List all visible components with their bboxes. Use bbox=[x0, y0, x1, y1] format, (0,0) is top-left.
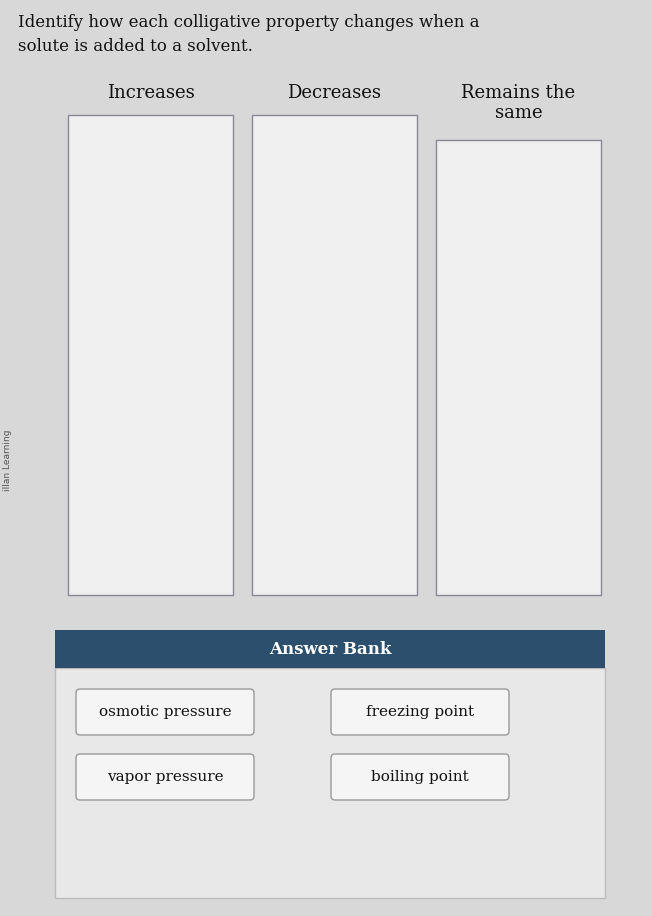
Text: Increases: Increases bbox=[107, 84, 194, 102]
Bar bbox=[55, 630, 605, 668]
Text: solute is added to a solvent.: solute is added to a solvent. bbox=[18, 38, 253, 55]
FancyBboxPatch shape bbox=[331, 689, 509, 735]
FancyBboxPatch shape bbox=[436, 140, 601, 595]
Text: Decreases: Decreases bbox=[288, 84, 381, 102]
Text: Answer Bank: Answer Bank bbox=[269, 640, 391, 658]
FancyBboxPatch shape bbox=[76, 689, 254, 735]
Text: Identify how each colligative property changes when a: Identify how each colligative property c… bbox=[18, 14, 479, 31]
Text: same: same bbox=[495, 104, 542, 122]
Text: vapor pressure: vapor pressure bbox=[107, 770, 224, 784]
Text: illan Learning: illan Learning bbox=[3, 430, 12, 491]
FancyBboxPatch shape bbox=[252, 115, 417, 595]
Text: Remains the: Remains the bbox=[462, 84, 576, 102]
Text: freezing point: freezing point bbox=[366, 705, 474, 719]
FancyBboxPatch shape bbox=[331, 754, 509, 800]
FancyBboxPatch shape bbox=[68, 115, 233, 595]
Bar bbox=[55, 668, 605, 898]
FancyBboxPatch shape bbox=[76, 754, 254, 800]
Text: osmotic pressure: osmotic pressure bbox=[98, 705, 231, 719]
Text: boiling point: boiling point bbox=[371, 770, 469, 784]
